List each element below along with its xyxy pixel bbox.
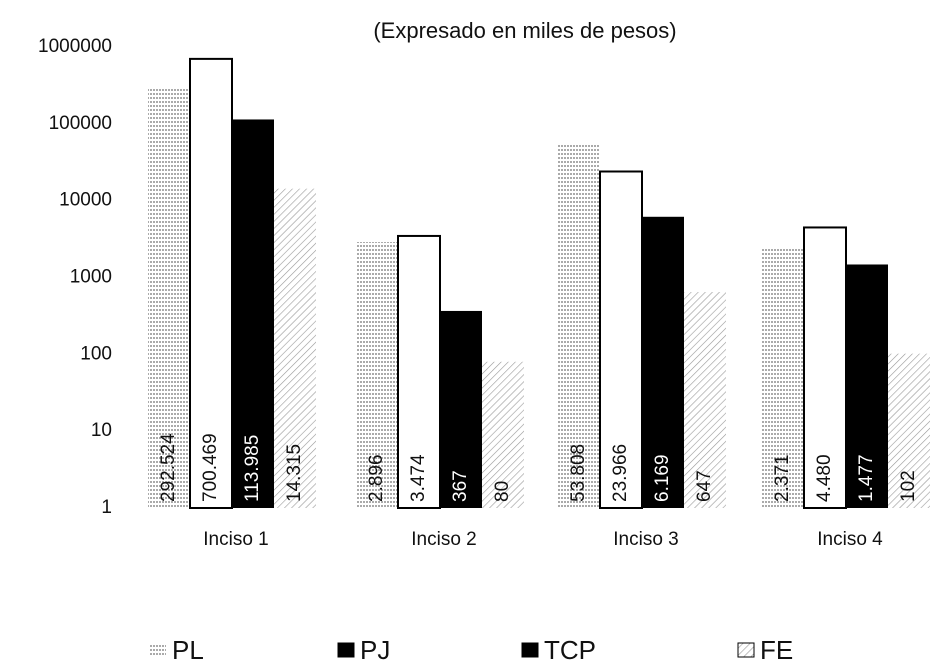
bar — [642, 216, 684, 509]
value-label: 4.480 — [814, 454, 835, 502]
bar — [684, 292, 726, 508]
chart-title: (Expresado en miles de pesos) — [373, 18, 676, 43]
value-label: 2.896 — [366, 454, 387, 502]
y-tick-label: 1000 — [70, 267, 112, 288]
bar — [189, 57, 233, 510]
value-label: 700.469 — [200, 433, 221, 502]
y-tick-label: 100 — [80, 343, 112, 364]
legend-swatch — [150, 643, 166, 657]
x-tick-label: Inciso 1 — [203, 529, 268, 550]
bar — [762, 248, 804, 509]
bar — [440, 310, 482, 508]
bar — [397, 234, 441, 510]
bar — [888, 353, 930, 508]
value-label: 647 — [694, 470, 715, 502]
value-label: 53.808 — [568, 444, 589, 502]
bar — [356, 242, 398, 508]
value-label: 102 — [898, 470, 919, 502]
value-label: 6.169 — [652, 454, 673, 502]
bar — [846, 264, 888, 508]
value-label: 23.966 — [610, 444, 631, 502]
value-label: 1.477 — [856, 454, 877, 502]
value-label: 2.371 — [772, 454, 793, 502]
bar — [558, 144, 600, 509]
bar — [803, 226, 847, 509]
value-label: 3.474 — [408, 454, 429, 502]
legend-label: PL — [172, 635, 204, 665]
bar — [274, 188, 316, 508]
y-tick-label: 10 — [91, 420, 112, 441]
legend-swatch — [521, 642, 539, 658]
value-label: 367 — [450, 470, 471, 502]
bar — [232, 119, 274, 508]
legend-swatch — [737, 642, 755, 658]
x-tick-label: Inciso 2 — [411, 529, 476, 550]
y-tick-label: 10000 — [59, 190, 112, 211]
legend-label: PJ — [360, 635, 390, 665]
bar — [482, 361, 524, 508]
legend-label: FE — [760, 635, 793, 665]
value-label: 80 — [492, 481, 513, 502]
x-tick-label: Inciso 3 — [613, 529, 678, 550]
legend-label: TCP — [544, 635, 596, 665]
y-tick-label: 1 — [101, 497, 112, 518]
bar — [599, 170, 643, 509]
value-label: 113.985 — [242, 435, 263, 502]
value-label: 292.524 — [158, 433, 179, 502]
x-tick-label: Inciso 4 — [817, 529, 883, 550]
y-tick-label: 1000000 — [38, 36, 112, 57]
value-label: 14.315 — [284, 444, 305, 502]
legend-swatch — [337, 642, 355, 658]
y-tick-label: 100000 — [49, 113, 112, 134]
bar — [148, 88, 190, 508]
